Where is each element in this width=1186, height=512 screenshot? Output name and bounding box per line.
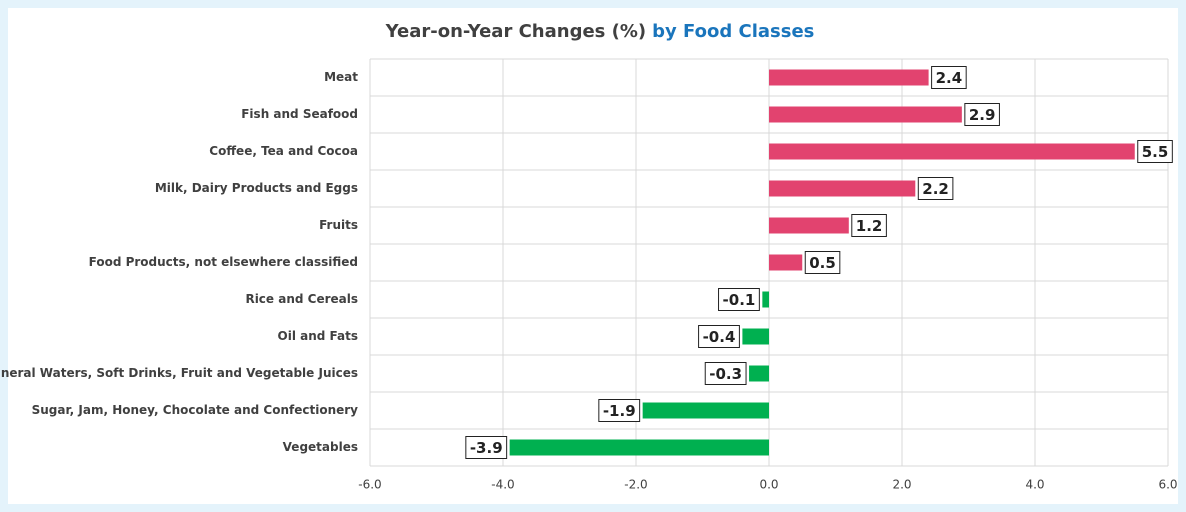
bar bbox=[769, 180, 916, 197]
value-label: 2.2 bbox=[922, 180, 949, 198]
value-label: 5.5 bbox=[1142, 143, 1169, 161]
y-tick-label: Milk, Dairy Products and Eggs bbox=[155, 181, 358, 195]
bar bbox=[769, 106, 962, 123]
y-tick-label: Mineral Waters, Soft Drinks, Fruit and V… bbox=[0, 366, 358, 380]
bar bbox=[769, 69, 929, 86]
value-label: -0.4 bbox=[703, 328, 736, 346]
bar bbox=[642, 402, 769, 419]
value-label-box bbox=[465, 436, 508, 459]
bar bbox=[509, 439, 769, 456]
value-label: -0.3 bbox=[709, 365, 742, 383]
value-label-box bbox=[1137, 140, 1173, 163]
y-tick-label: Vegetables bbox=[283, 440, 358, 454]
y-tick-label: Food Products, not elsewhere classified bbox=[89, 255, 358, 269]
bar bbox=[749, 365, 769, 382]
value-label-box bbox=[964, 103, 1000, 126]
value-label: 2.9 bbox=[969, 106, 996, 124]
value-label-box bbox=[698, 325, 740, 348]
title-emphasis: by Food Classes bbox=[652, 21, 814, 42]
value-label: -0.1 bbox=[723, 291, 756, 309]
value-label: -3.9 bbox=[470, 439, 503, 457]
value-label-box bbox=[598, 399, 641, 422]
value-label: 2.4 bbox=[936, 69, 963, 87]
x-tick-label: 0.0 bbox=[759, 478, 778, 492]
chart-panel bbox=[8, 8, 1178, 504]
title-text: Year-on-Year Changes (%) bbox=[385, 21, 647, 42]
bar bbox=[769, 143, 1135, 160]
y-tick-label: Coffee, Tea and Cocoa bbox=[209, 144, 358, 158]
y-tick-label: Sugar, Jam, Honey, Chocolate and Confect… bbox=[32, 403, 359, 417]
chart-title: Year-on-Year Changes (%) by Food Classes bbox=[385, 21, 815, 42]
x-tick-label: 2.0 bbox=[892, 478, 911, 492]
y-tick-label: Meat bbox=[324, 70, 358, 84]
y-tick-label: Fish and Seafood bbox=[241, 107, 358, 121]
value-label: 0.5 bbox=[809, 254, 836, 272]
bar bbox=[742, 328, 769, 345]
y-tick-label: Fruits bbox=[319, 218, 358, 232]
x-tick-label: -4.0 bbox=[491, 478, 514, 492]
value-label-box bbox=[704, 362, 747, 385]
x-tick-label: -2.0 bbox=[624, 478, 647, 492]
value-label-box bbox=[851, 214, 887, 237]
x-tick-label: -6.0 bbox=[358, 478, 381, 492]
y-tick-label: Rice and Cereals bbox=[245, 292, 358, 306]
bar bbox=[769, 217, 849, 234]
value-label-box bbox=[804, 251, 841, 274]
value-label: 1.2 bbox=[856, 217, 883, 235]
bar bbox=[762, 291, 769, 308]
value-label-box bbox=[917, 177, 954, 200]
value-label-box bbox=[931, 66, 967, 89]
y-tick-label: Oil and Fats bbox=[278, 329, 358, 343]
bar bbox=[769, 254, 803, 271]
value-label-box bbox=[718, 288, 760, 311]
value-label: -1.9 bbox=[603, 402, 636, 420]
x-tick-label: 4.0 bbox=[1025, 478, 1044, 492]
x-tick-label: 6.0 bbox=[1158, 478, 1177, 492]
